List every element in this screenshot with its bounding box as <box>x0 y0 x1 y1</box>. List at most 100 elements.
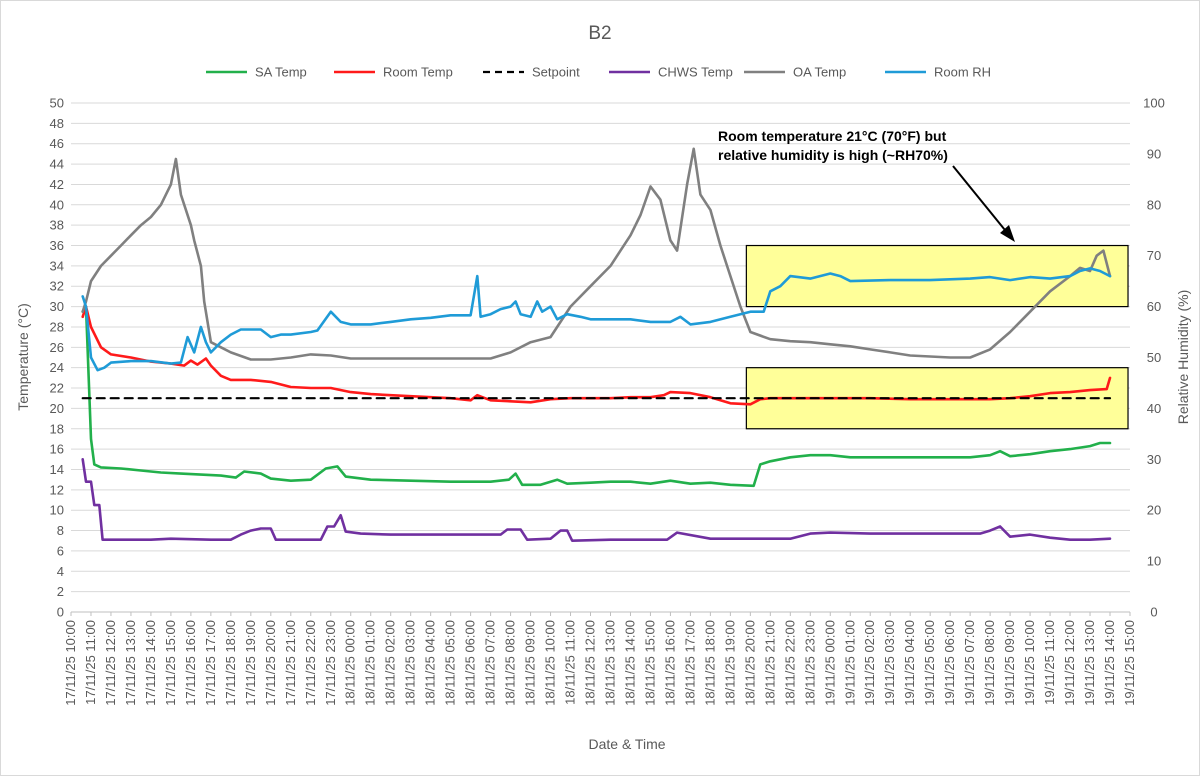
x-tick-label: 18/11/25 03:00 <box>403 620 418 706</box>
annotation-arrowhead <box>1000 225 1015 242</box>
gridlines <box>71 102 1130 613</box>
x-tick-label: 19/11/25 07:00 <box>962 620 977 706</box>
legend-label: SA Temp <box>255 65 307 80</box>
x-tick-label: 19/11/25 12:00 <box>1062 620 1077 706</box>
x-tick-label: 19/11/25 01:00 <box>842 620 857 706</box>
x-tick-label: 17/11/25 11:00 <box>83 620 98 705</box>
x-tick-label: 17/11/25 10:00 <box>63 620 78 706</box>
y2-tick-label: 50 <box>1147 350 1161 365</box>
y2-tick-label: 60 <box>1147 299 1161 314</box>
x-tick-label: 18/11/25 17:00 <box>682 620 697 706</box>
x-tick-label: 18/11/25 07:00 <box>483 620 498 706</box>
legend-label: Setpoint <box>532 65 580 80</box>
x-tick-label: 17/11/25 15:00 <box>163 620 178 706</box>
x-tick-label: 19/11/25 08:00 <box>982 620 997 706</box>
y-axis-left: 0246810121416182022242628303234363840424… <box>50 96 64 620</box>
series-line-chws-temp <box>81 457 1112 543</box>
x-tick-label: 17/11/25 21:00 <box>283 620 298 706</box>
x-tick-label: 17/11/25 22:00 <box>303 620 318 706</box>
y-tick-label: 22 <box>50 381 64 396</box>
y-tick-label: 4 <box>57 564 64 579</box>
x-tick-label: 18/11/25 21:00 <box>762 620 777 706</box>
y-tick-label: 24 <box>50 360 64 375</box>
y-tick-label: 44 <box>50 157 64 172</box>
legend-label: OA Temp <box>793 65 846 80</box>
y2-tick-label: 20 <box>1147 503 1161 518</box>
y2-tick-label: 90 <box>1147 146 1161 161</box>
x-tick-label: 19/11/25 03:00 <box>882 620 897 706</box>
x-tick-label: 18/11/25 00:00 <box>343 620 358 706</box>
y-tick-label: 34 <box>50 258 64 273</box>
x-tick-label: 19/11/25 14:00 <box>1102 620 1117 706</box>
y-tick-label: 2 <box>57 584 64 599</box>
x-axis: 17/11/25 10:00 17/11/25 11:00 17/11/25 12:… <box>63 612 1137 706</box>
x-tick-label: 19/11/25 13:00 <box>1082 620 1097 706</box>
legend-label: CHWS Temp <box>658 65 733 80</box>
y-tick-label: 40 <box>50 197 64 212</box>
y-tick-label: 10 <box>50 503 64 518</box>
x-tick-label: 17/11/25 13:00 <box>123 620 138 706</box>
series-lines <box>81 147 1112 543</box>
y-tick-label: 46 <box>50 136 64 151</box>
x-tick-label: 18/11/25 15:00 <box>642 620 657 706</box>
legend-label: Room Temp <box>383 65 453 80</box>
x-tick-label: 19/11/25 02:00 <box>862 620 877 706</box>
y-tick-label: 26 <box>50 340 64 355</box>
x-tick-label: 18/11/25 12:00 <box>583 620 598 706</box>
series-line-sa-temp <box>81 305 1112 488</box>
y-tick-label: 16 <box>50 442 64 457</box>
y2-tick-label: 30 <box>1147 452 1161 467</box>
y-tick-label: 14 <box>50 462 64 477</box>
x-tick-label: 17/11/25 18:00 <box>223 620 238 706</box>
y2-tick-label: 40 <box>1147 401 1161 416</box>
y-axis-right-title: Relative Humidity (%) <box>1175 290 1191 425</box>
annotation-arrow <box>952 165 1010 236</box>
chart-title: B2 <box>588 23 611 44</box>
legend-label: Room RH <box>934 65 991 80</box>
y-tick-label: 42 <box>50 177 64 192</box>
y-tick-label: 6 <box>57 543 64 558</box>
legend: SA Temp Room Temp Setpoint CHWS Temp OA Temp… <box>206 65 991 80</box>
x-tick-label: 19/11/25 11:00 <box>1042 620 1057 705</box>
x-tick-label: 17/11/25 14:00 <box>143 620 158 706</box>
x-tick-label: 17/11/25 23:00 <box>323 620 338 706</box>
x-tick-label: 18/11/25 09:00 <box>523 620 538 706</box>
x-tick-label: 19/11/25 00:00 <box>822 620 837 706</box>
x-axis-title: Date & Time <box>588 736 665 752</box>
x-tick-label: 17/11/25 20:00 <box>263 620 278 706</box>
x-tick-label: 18/11/25 04:00 <box>423 620 438 706</box>
x-tick-label: 19/11/25 15:00 <box>1122 620 1137 706</box>
series-line-oa-temp <box>81 147 1112 361</box>
y-tick-label: 38 <box>50 218 64 233</box>
x-tick-label: 19/11/25 10:00 <box>1022 620 1037 706</box>
y-tick-label: 30 <box>50 299 64 314</box>
annotation: Room temperature 21°C (70°F) but relativ… <box>718 128 1015 242</box>
x-tick-label: 19/11/25 06:00 <box>942 620 957 706</box>
x-tick-label: 18/11/25 13:00 <box>602 620 617 706</box>
x-tick-label: 18/11/25 10:00 <box>543 620 558 706</box>
y2-tick-label: 80 <box>1147 197 1161 212</box>
highlight-regions <box>745 244 1129 430</box>
x-tick-label: 17/11/25 19:00 <box>243 620 258 706</box>
series-line-room-rh <box>81 267 1112 372</box>
y2-tick-label: 70 <box>1147 248 1161 263</box>
x-tick-label: 18/11/25 20:00 <box>742 620 757 706</box>
y-axis-right: 0 10 20 30 40 50 60 70 80 90 100 <box>1143 96 1165 620</box>
x-tick-label: 19/11/25 04:00 <box>902 620 917 706</box>
x-tick-label: 18/11/25 05:00 <box>443 620 458 706</box>
x-tick-label: 18/11/25 22:00 <box>782 620 797 706</box>
y-tick-label: 36 <box>50 238 64 253</box>
x-tick-label: 19/11/25 09:00 <box>1002 620 1017 706</box>
x-tick-label: 18/11/25 14:00 <box>622 620 637 706</box>
x-tick-label: 18/11/25 01:00 <box>363 620 378 706</box>
annotation-line-2: relative humidity is high (~RH70%) <box>718 147 948 163</box>
y-tick-label: 48 <box>50 116 64 131</box>
y-tick-label: 0 <box>57 605 64 620</box>
y2-tick-label: 100 <box>1143 96 1165 111</box>
y-tick-label: 28 <box>50 319 64 334</box>
y-tick-label: 32 <box>50 279 64 294</box>
x-tick-label: 17/11/25 12:00 <box>103 620 118 706</box>
y-tick-label: 50 <box>50 96 64 111</box>
x-tick-label: 18/11/25 18:00 <box>702 620 717 706</box>
